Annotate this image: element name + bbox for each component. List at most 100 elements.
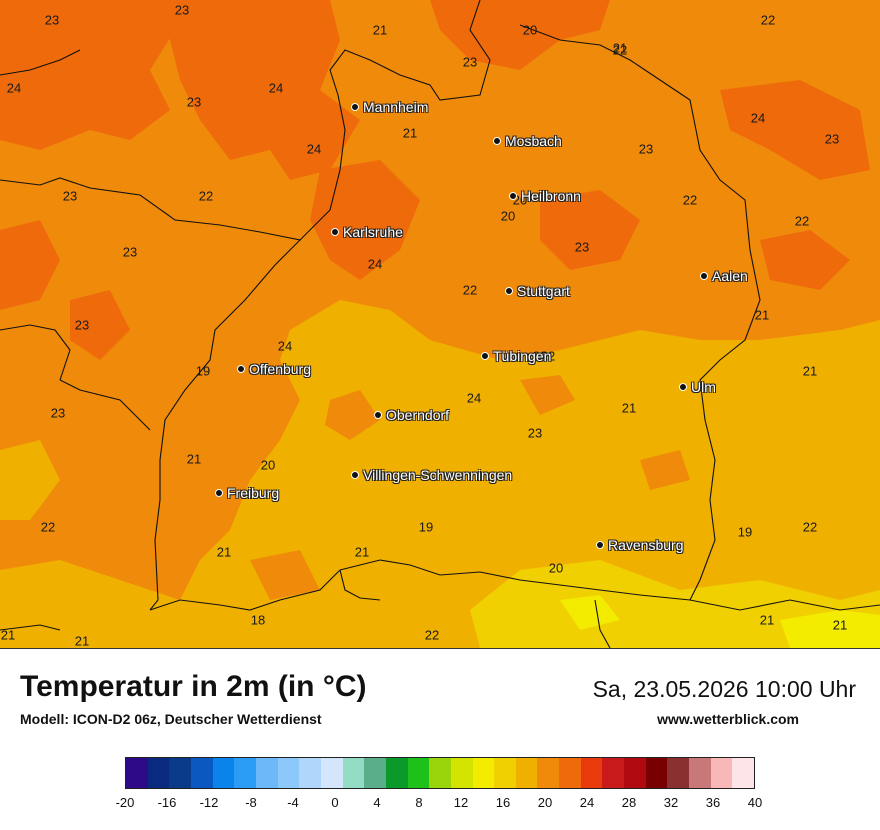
- temperature-value: 21: [621, 400, 637, 416]
- legend-tick-label: 16: [495, 795, 511, 810]
- legend-tick-label: 36: [705, 795, 721, 810]
- city-name: Karlsruhe: [343, 224, 403, 240]
- temperature-value: 21: [802, 363, 818, 379]
- temperature-value: 21: [216, 544, 232, 560]
- temperature-value: 21: [612, 40, 628, 56]
- temperature-value: 22: [198, 188, 214, 204]
- temperature-value: 23: [44, 12, 60, 28]
- city-marker: Aalen: [700, 268, 748, 284]
- legend-swatch: [277, 758, 300, 788]
- city-marker: Mosbach: [493, 133, 562, 149]
- temperature-value: 23: [50, 405, 66, 421]
- temperature-value: 23: [638, 141, 654, 157]
- temperature-value: 23: [527, 425, 543, 441]
- temperature-value: 23: [462, 54, 478, 70]
- city-name: Aalen: [712, 268, 748, 284]
- city-name: Villingen-Schwenningen: [363, 467, 513, 483]
- temperature-value: 22: [424, 627, 440, 643]
- legend-tick-label: 20: [537, 795, 553, 810]
- legend-tick-label: -8: [245, 795, 257, 810]
- temperature-map: 23 23 21 20 22 24 23 24 23 22 21 24 23 24 23 23 22 20 22 23…: [0, 0, 880, 649]
- legend-swatch: [364, 758, 386, 788]
- temperature-value: 21: [74, 633, 90, 649]
- temperature-value: 21: [0, 627, 16, 643]
- legend-tick-label: -4: [287, 795, 299, 810]
- city-dot-icon: [679, 383, 687, 391]
- legend-swatch: [710, 758, 733, 788]
- temperature-value: 24: [277, 338, 293, 354]
- legend-tick-label: 4: [373, 795, 381, 810]
- temperature-value: 23: [174, 2, 190, 18]
- legend-swatch: [559, 758, 581, 788]
- temperature-value: 21: [402, 125, 418, 141]
- city-dot-icon: [596, 541, 604, 549]
- legend-tick-label: 32: [663, 795, 679, 810]
- city-dot-icon: [331, 228, 339, 236]
- temperature-value: 21: [354, 544, 370, 560]
- temperature-value: 24: [6, 80, 22, 96]
- forecast-datetime: Sa, 23.05.2026 10:00 Uhr: [592, 676, 856, 702]
- temperature-value: 22: [462, 282, 478, 298]
- color-scale-legend: [125, 757, 755, 789]
- temperature-value: 20: [500, 208, 516, 224]
- city-marker: Heilbronn: [509, 188, 581, 204]
- temperature-value: 22: [540, 348, 556, 364]
- temperature-value: 20: [260, 457, 276, 473]
- city-dot-icon: [481, 352, 489, 360]
- temperature-value: 22: [760, 12, 776, 28]
- city-dot-icon: [351, 103, 359, 111]
- temperature-value: 21: [186, 451, 202, 467]
- city-name: Offenburg: [249, 361, 312, 377]
- legend-swatch: [190, 758, 213, 788]
- temperature-value: 22: [794, 213, 810, 229]
- city-dot-icon: [505, 287, 513, 295]
- city-marker: Offenburg: [237, 361, 311, 377]
- temperature-value: 24: [750, 110, 766, 126]
- legend-swatch: [126, 758, 148, 788]
- legend-tick-label: 8: [415, 795, 423, 810]
- city-marker: Karlsruhe: [331, 224, 403, 240]
- city-dot-icon: [351, 471, 359, 479]
- temperature-value: 22: [682, 192, 698, 208]
- city-marker: Oberndorf: [374, 407, 449, 423]
- legend-swatch: [689, 758, 711, 788]
- city-dot-icon: [700, 272, 708, 280]
- city-dot-icon: [493, 137, 501, 145]
- city-marker: Stuttgart: [505, 283, 570, 299]
- legend-swatch: [667, 758, 690, 788]
- temperature-value: 18: [250, 612, 266, 628]
- legend-swatch: [429, 758, 451, 788]
- temperature-value: 22: [612, 42, 628, 58]
- temperature-value: 22: [40, 519, 56, 535]
- temperature-value: 24: [306, 141, 322, 157]
- legend-tick-label: -16: [157, 795, 177, 810]
- city-dot-icon: [509, 192, 517, 200]
- city-name: Freiburg: [227, 485, 280, 501]
- legend-swatch: [320, 758, 343, 788]
- temperature-value: 19: [418, 519, 434, 535]
- legend-swatch: [515, 758, 538, 788]
- temperature-value: 23: [74, 317, 90, 333]
- temperature-value: 23: [574, 239, 590, 255]
- legend-tick-label: 28: [621, 795, 637, 810]
- legend-tick-label: -20: [115, 795, 135, 810]
- city-marker: Ravensburg: [596, 537, 684, 553]
- city-name: Tübingen: [493, 348, 552, 364]
- city-name: Heilbronn: [521, 188, 581, 204]
- temperature-value: 21: [754, 307, 770, 323]
- legend-tick-label: -12: [199, 795, 219, 810]
- temperature-value: 22: [802, 519, 818, 535]
- legend-tick-label: 40: [747, 795, 763, 810]
- legend-swatch: [407, 758, 430, 788]
- city-marker: Freiburg: [215, 485, 279, 501]
- city-marker: Ulm: [679, 379, 716, 395]
- temperature-value: 21: [372, 22, 388, 38]
- temperature-value: 23: [122, 244, 138, 260]
- legend-swatch: [494, 758, 516, 788]
- temperature-value: 20: [522, 22, 538, 38]
- site-url[interactable]: www.wetterblick.com: [657, 711, 799, 727]
- city-dot-icon: [237, 365, 245, 373]
- city-dot-icon: [215, 489, 223, 497]
- legend-swatch: [472, 758, 495, 788]
- legend-swatch: [385, 758, 408, 788]
